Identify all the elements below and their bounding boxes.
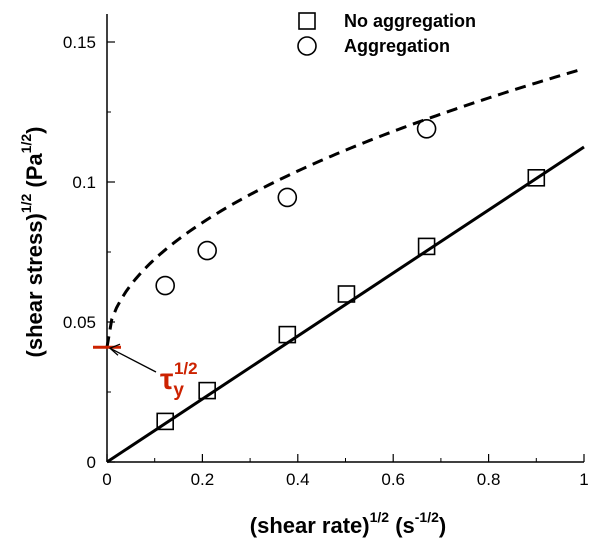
annotation-arrowhead xyxy=(108,343,121,356)
legend-label-aggregation: Aggregation xyxy=(344,36,450,56)
fit-lines xyxy=(105,67,585,464)
aggregation-point xyxy=(277,187,298,208)
y-axis-title: (shear stress)1/2 (Pa1/2) xyxy=(18,127,47,358)
annotation: τy1/2 xyxy=(93,343,198,401)
y-tick-label: 0 xyxy=(87,453,96,472)
legend-marker-no-aggregation xyxy=(298,12,316,30)
no-aggregation-fit-line xyxy=(106,145,585,464)
x-tick-label: 0 xyxy=(102,470,111,489)
aggregation-fit-line xyxy=(105,67,585,348)
no-aggregation-point xyxy=(156,412,174,431)
legend-marker-aggregation xyxy=(297,36,317,56)
no-aggregation-point xyxy=(527,169,546,187)
aggregation-point xyxy=(416,119,437,139)
no-aggregation-point xyxy=(198,381,216,400)
x-tick-label: 0.8 xyxy=(477,470,501,489)
legend-label-no-aggregation: No aggregation xyxy=(344,11,476,31)
x-axis-title: (shear rate)1/2 (s-1/2) xyxy=(250,509,446,538)
data-markers xyxy=(155,119,546,431)
legend: No aggregation Aggregation xyxy=(297,11,476,56)
x-tick-label: 1 xyxy=(579,470,588,489)
x-tick-label: 0.2 xyxy=(191,470,215,489)
no-aggregation-point xyxy=(337,285,356,303)
annotation-arrow-line xyxy=(109,347,157,373)
no-aggregation-point xyxy=(417,237,436,256)
yield-stress-label: τy1/2 xyxy=(160,359,198,401)
x-tick-label: 0.6 xyxy=(381,470,405,489)
y-tick-label: 0.05 xyxy=(63,313,96,332)
x-tick-label: 0.4 xyxy=(286,470,310,489)
axes: 0 0.2 0.4 0.6 0.8 1 0 0.05 0.1 0.15 xyxy=(63,14,589,489)
no-aggregation-point xyxy=(278,325,297,344)
y-tick-label: 0.15 xyxy=(63,33,96,52)
y-tick-label: 0.1 xyxy=(72,173,96,192)
aggregation-point xyxy=(155,275,175,296)
aggregation-point xyxy=(197,240,217,261)
